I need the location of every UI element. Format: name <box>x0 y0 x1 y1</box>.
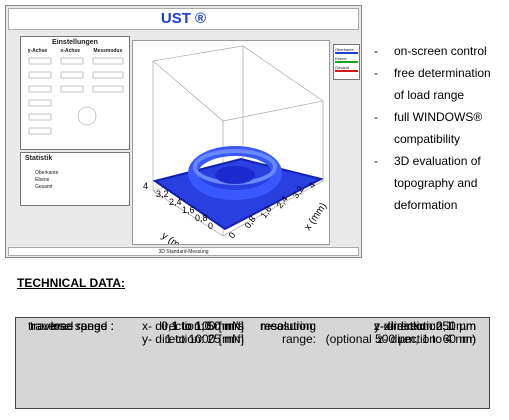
tech-table: load range :1 to 100 [mN] 1 to 1000 [mN] m… <box>15 317 490 409</box>
y-tick-label: 3,2 <box>156 189 169 199</box>
y-tick-label: 1,6 <box>182 205 195 215</box>
row-label: traverse range : <box>29 319 114 333</box>
y-tick-label: 0,8 <box>195 213 208 223</box>
x-axis-label: x-Achse <box>60 48 80 54</box>
cell-block: y- direction:0,1 mm z- direction: 60 nm <box>316 320 476 346</box>
status-bar: 3D Standard-Messung <box>8 247 359 256</box>
feature-item: on-screen control <box>372 40 504 62</box>
legend-swatch <box>335 70 358 72</box>
feature-list: on-screen controlfree determination of l… <box>372 40 504 216</box>
cell-block: measuring range: <box>246 320 316 346</box>
y-tick-label: 4 <box>143 181 148 191</box>
cell-line: resolution: <box>260 319 316 333</box>
stat-row: Gesamt <box>35 184 53 190</box>
settings-panel: Einstellungen y-Achse x-Achse Messmodus <box>20 36 130 150</box>
row-label: traverse speed : <box>27 319 114 333</box>
y-tick-label: 0 <box>208 221 213 231</box>
mode-label: Messmodus <box>93 48 123 54</box>
cell-line: y- direction: 25 mm <box>141 332 244 346</box>
stat-rows: Oberkante Ebene Gesamt <box>35 170 129 191</box>
settings-fields <box>28 57 124 135</box>
cell-line: measuring <box>259 319 316 333</box>
axis-headers: y-Achse x-Achse Messmodus <box>21 48 129 54</box>
cell-line: (optional 500 µm, 1 to 4 nm) <box>325 332 476 346</box>
window-title: UST ® <box>8 8 359 30</box>
feature-item: 3D evaluation of topography and deformat… <box>372 150 504 216</box>
legend-entry: Oberkante <box>335 47 354 52</box>
legend-swatch <box>335 61 358 63</box>
feature-item: full WINDOWS® compatibility <box>372 106 504 150</box>
stat-row: Oberkante <box>35 170 59 176</box>
y-axis-title: y (mm) <box>159 230 191 244</box>
legend-swatch <box>335 52 358 54</box>
cell-line: 0,1 to 1,0 mm/s <box>161 319 244 333</box>
cell-block: x- direction: 1 µm <box>316 320 476 333</box>
statistics-panel: Statistik Oberkante Ebene Gesamt <box>20 152 130 206</box>
x-tick-label: 0 <box>226 230 237 240</box>
feature-item: free determination of load range <box>372 62 504 106</box>
table-row: traverse range : x- direction: 50 mm y- di… <box>16 320 489 395</box>
cell-block: resolution: <box>246 320 316 333</box>
cell-line: z-direction: 250 µm <box>373 319 476 333</box>
legend: Oberkante Ebene Gesamt <box>333 44 360 80</box>
x-tick-label: 4 <box>306 180 317 190</box>
plot-area: 4 3,2 2,4 1,6 0,8 0 0 0,8 1,6 2,4 3,2 4 y (mm) x (mm) <box>132 40 330 257</box>
section-heading: TECHNICAL DATA: <box>17 276 125 290</box>
panel-title: Statistik <box>25 155 53 162</box>
cell-line: 1 to 100 [mN] <box>171 319 244 333</box>
stat-row: Ebene <box>35 177 50 183</box>
legend-entry: Gesamt <box>335 65 350 70</box>
cell-line: x- direction: 1 µm <box>383 319 476 333</box>
row-label: load range : <box>50 319 114 333</box>
legend-entry: Ebene <box>335 56 347 61</box>
cell-line: 1 to 1000 [mN] <box>165 332 244 346</box>
cell-block: x- direction: 50 mm y- direction: 25 mm <box>116 320 244 346</box>
cell-line: z- direction: 60 nm <box>377 332 476 346</box>
x-axis-title: x (mm) <box>302 201 329 233</box>
panel-title: Einstellungen <box>52 39 98 46</box>
cell-line: range: <box>281 332 316 346</box>
cell-block: 0,1 to 1,0 mm/s <box>116 320 244 333</box>
cell-line: y- direction:0,1 mm <box>373 319 476 333</box>
table-row: load range :1 to 100 [mN] 1 to 1000 [mN] m… <box>16 318 489 346</box>
y-axis-label: y-Achse <box>27 48 48 54</box>
table-row: traverse speed : 0,1 to 1,0 mm/s resolutio… <box>16 320 489 367</box>
y-tick-label: 2,4 <box>169 197 182 207</box>
cell-block: z-direction: 250 µm (optional 500 µm, 1 t… <box>316 320 476 346</box>
cell-block: 1 to 100 [mN] 1 to 1000 [mN] <box>116 320 244 346</box>
cell-line: x- direction: 50 mm <box>141 319 244 333</box>
